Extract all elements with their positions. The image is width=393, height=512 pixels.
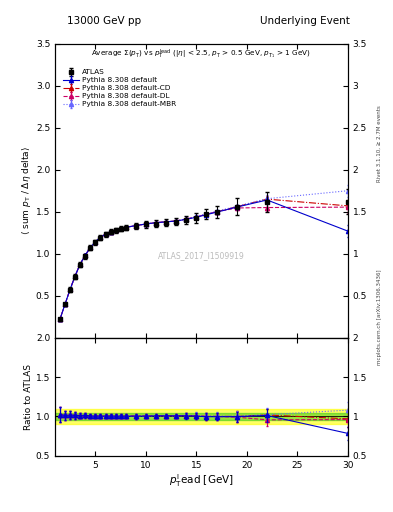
X-axis label: $p_\mathrm{T}^\mathrm{l}$ead [GeV]: $p_\mathrm{T}^\mathrm{l}$ead [GeV]: [169, 472, 234, 489]
Text: 13000 GeV pp: 13000 GeV pp: [67, 15, 141, 26]
Y-axis label: $\langle$ sum $p_\mathrm{T}$ / $\Delta\eta$ delta$\rangle$: $\langle$ sum $p_\mathrm{T}$ / $\Delta\e…: [20, 146, 33, 236]
Bar: [55, 413, 348, 420]
Bar: [55, 409, 348, 424]
Legend: ATLAS, Pythia 8.308 default, Pythia 8.308 default-CD, Pythia 8.308 default-DL, P: ATLAS, Pythia 8.308 default, Pythia 8.30…: [62, 68, 178, 109]
Text: Average $\Sigma(p_\mathrm{T})$ vs $p_\mathrm{T}^\mathrm{lead}$ ($|\eta|$ < 2.5, : Average $\Sigma(p_\mathrm{T})$ vs $p_\ma…: [92, 48, 311, 61]
Text: Rivet 3.1.10, ≥ 2.7M events: Rivet 3.1.10, ≥ 2.7M events: [377, 105, 382, 182]
Y-axis label: Ratio to ATLAS: Ratio to ATLAS: [24, 364, 33, 430]
Text: Underlying Event: Underlying Event: [260, 15, 350, 26]
Text: ATLAS_2017_I1509919: ATLAS_2017_I1509919: [158, 251, 245, 260]
Text: mcplots.cern.ch [arXiv:1306.3436]: mcplots.cern.ch [arXiv:1306.3436]: [377, 270, 382, 365]
